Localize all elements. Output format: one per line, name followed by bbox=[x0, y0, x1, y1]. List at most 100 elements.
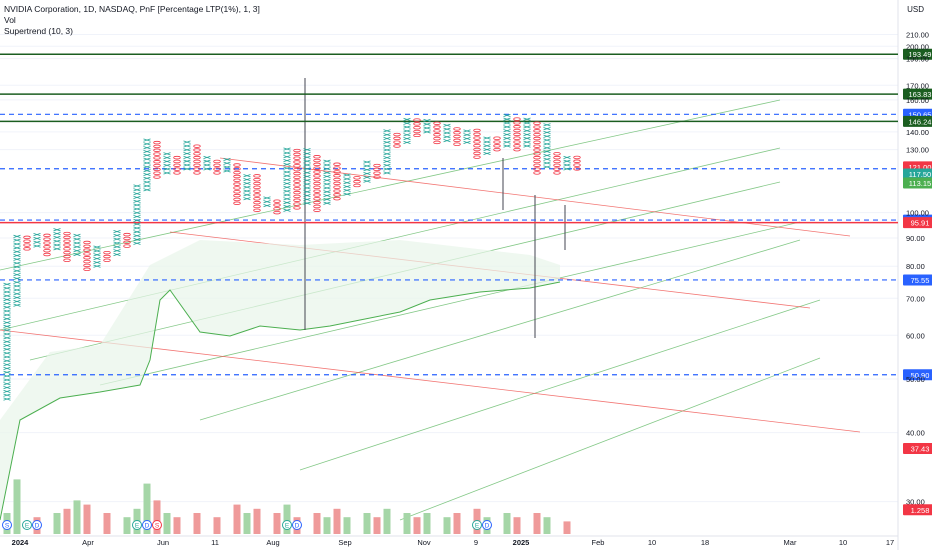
pnf-x-box bbox=[3, 378, 11, 382]
pnf-o-box bbox=[313, 181, 321, 186]
pnf-x-box bbox=[13, 246, 21, 250]
pnf-o-box bbox=[233, 178, 241, 182]
pnf-o-box bbox=[573, 155, 581, 160]
pnf-x-box bbox=[283, 193, 291, 197]
level-badge bbox=[903, 48, 932, 60]
pnf-x-box bbox=[483, 151, 491, 155]
volume-bar bbox=[83, 504, 91, 534]
pnf-x-box bbox=[33, 244, 41, 248]
pnf-x-box bbox=[163, 163, 171, 167]
x-tick-label: 2025 bbox=[513, 538, 530, 547]
pnf-o-box bbox=[393, 144, 401, 148]
pnf-o-box bbox=[293, 167, 301, 172]
volume-bar bbox=[243, 513, 251, 534]
pnf-x-box bbox=[183, 167, 191, 171]
pnf-x-box bbox=[73, 233, 81, 237]
volume-bar bbox=[103, 513, 111, 534]
pnf-x-box bbox=[303, 167, 311, 171]
pnf-x-box bbox=[363, 179, 371, 183]
pnf-o-box bbox=[273, 210, 281, 215]
event-marker[interactable] bbox=[22, 520, 32, 530]
x-tick-label: 10 bbox=[648, 538, 656, 547]
pnf-o-box bbox=[353, 183, 361, 188]
pnf-x-box bbox=[143, 157, 151, 161]
pnf-x-box bbox=[183, 152, 191, 156]
pnf-o-box bbox=[333, 174, 341, 178]
pnf-o-box bbox=[273, 207, 281, 211]
pnf-x-box bbox=[183, 159, 191, 163]
pnf-x-box bbox=[73, 245, 81, 249]
volume-bar bbox=[273, 513, 281, 534]
pnf-x-box bbox=[303, 174, 311, 179]
pnf-o-box bbox=[213, 159, 221, 164]
pnf-x-box bbox=[503, 140, 511, 144]
event-marker[interactable] bbox=[152, 520, 162, 530]
trend-line-green[interactable] bbox=[199, 239, 801, 421]
pnf-o-box bbox=[253, 200, 261, 205]
currency-label[interactable]: USD bbox=[907, 5, 924, 14]
pnf-o-box bbox=[393, 132, 401, 137]
event-marker[interactable] bbox=[32, 520, 42, 530]
pnf-o-box bbox=[63, 254, 71, 259]
indicator-supertrend[interactable]: Supertrend (10, 3) bbox=[4, 26, 73, 36]
trend-line-green[interactable] bbox=[399, 357, 821, 521]
pnf-x-box bbox=[383, 140, 391, 144]
pnf-o-box bbox=[453, 142, 461, 146]
trend-line-green[interactable] bbox=[299, 299, 821, 471]
pnf-x-box bbox=[143, 188, 151, 192]
pnf-x-box bbox=[243, 181, 251, 185]
pnf-o-box bbox=[83, 263, 91, 268]
event-marker[interactable] bbox=[142, 520, 152, 530]
event-marker-label: D bbox=[145, 523, 150, 530]
pnf-x-box bbox=[403, 117, 411, 122]
pnf-o-box bbox=[513, 144, 521, 148]
pnf-x-box bbox=[13, 242, 21, 246]
pnf-x-box bbox=[343, 188, 351, 192]
pnf-x-box bbox=[403, 133, 411, 137]
event-marker[interactable] bbox=[472, 520, 482, 530]
indicator-vol[interactable]: Vol bbox=[4, 15, 16, 25]
event-marker-label: E bbox=[25, 523, 30, 530]
pnf-o-box bbox=[553, 159, 561, 164]
pnf-x-box bbox=[13, 250, 21, 254]
event-marker[interactable] bbox=[132, 520, 142, 530]
y-tick-label: 80.00 bbox=[906, 262, 925, 271]
pnf-x-box bbox=[343, 177, 351, 181]
pnf-x-box bbox=[403, 136, 411, 141]
pnf-o-box bbox=[293, 179, 301, 183]
pnf-o-box bbox=[473, 140, 481, 144]
pnf-o-box bbox=[23, 247, 31, 251]
pnf-x-box bbox=[143, 161, 151, 165]
pnf-o-box bbox=[103, 250, 111, 255]
trend-line-green[interactable] bbox=[99, 221, 801, 386]
pnf-o-box bbox=[313, 170, 321, 174]
pnf-o-box bbox=[83, 256, 91, 260]
pnf-o-box bbox=[333, 185, 341, 189]
level-badge bbox=[903, 217, 932, 229]
pnf-x-box bbox=[303, 201, 311, 205]
volume-bar bbox=[323, 517, 331, 534]
event-marker[interactable] bbox=[482, 520, 492, 530]
pnf-x-box bbox=[73, 237, 81, 241]
pnf-o-box bbox=[233, 197, 241, 202]
event-marker[interactable] bbox=[2, 520, 12, 530]
pnf-x-box bbox=[303, 155, 311, 159]
pnf-o-box bbox=[43, 241, 51, 245]
level-badge-label: 163.83 bbox=[909, 90, 932, 99]
y-tick-label: 140.00 bbox=[906, 128, 929, 137]
pnf-o-box bbox=[293, 164, 301, 168]
event-marker[interactable] bbox=[282, 520, 292, 530]
pnf-x-box bbox=[3, 355, 11, 359]
supertrend-fill bbox=[0, 240, 560, 520]
supertrend-line[interactable] bbox=[0, 281, 561, 521]
pnf-o-box bbox=[513, 136, 521, 140]
event-marker[interactable] bbox=[292, 520, 302, 530]
volume-bar bbox=[213, 517, 221, 534]
chart-title[interactable]: NVIDIA Corporation, 1D, NASDAQ, PnF [Per… bbox=[4, 4, 260, 14]
pnf-x-box bbox=[303, 190, 311, 194]
pnf-x-box bbox=[3, 366, 11, 371]
pnf-x-box bbox=[483, 140, 491, 144]
pnf-o-box bbox=[293, 206, 301, 210]
